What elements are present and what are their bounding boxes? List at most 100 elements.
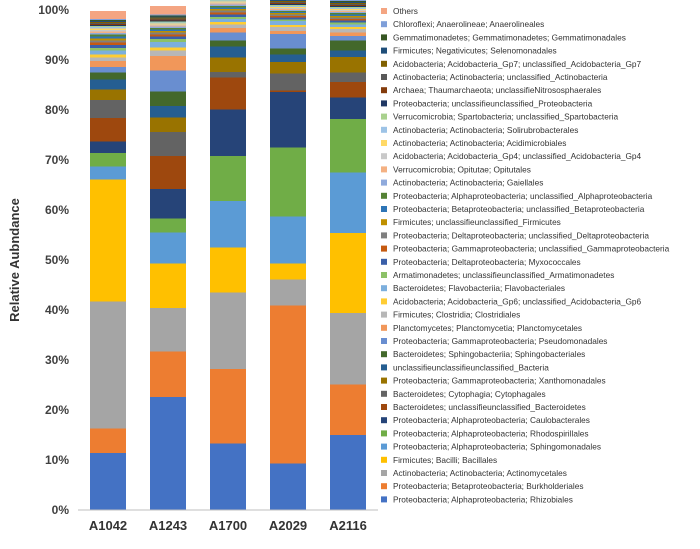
bar-segment — [150, 26, 186, 28]
legend-label: Proteobacteria; Alphaproteobacteria; Cau… — [393, 415, 590, 425]
legend-label: Proteobacteria; Betaproteobacteria; Burk… — [393, 481, 583, 491]
bar-segment — [90, 20, 126, 21]
y-tick-label: 70% — [45, 153, 69, 167]
legend-swatch — [381, 351, 387, 358]
legend-label: Actinobacteria; Actinobacteria; Acidimic… — [393, 138, 566, 148]
bar-segment — [330, 57, 366, 73]
legend-swatch — [381, 192, 387, 199]
legend-label: Planctomycetes; Planctomycetia; Planctom… — [393, 323, 582, 333]
legend-item: Acidobacteria; Acidobacteria_Gp6; unclas… — [381, 296, 642, 306]
bar-segment — [330, 27, 366, 29]
legend-item: unclassifieunclassifieunclassified_Bacte… — [381, 362, 549, 372]
bar-segment — [330, 7, 366, 8]
bar-segment — [270, 14, 306, 16]
bar-segment — [90, 28, 126, 30]
bar-segment — [90, 33, 126, 35]
y-tick-label: 20% — [45, 403, 69, 417]
legend-swatch — [381, 126, 387, 133]
legend-swatch — [381, 74, 387, 80]
bar-segment — [330, 119, 366, 173]
bar-segment — [90, 67, 126, 73]
bar-segment — [270, 17, 306, 20]
legend-label: Proteobacteria; Deltaproteobacteria; Myx… — [393, 257, 581, 267]
bar-segment — [210, 10, 246, 13]
bar-segment — [90, 141, 126, 153]
bar-segment — [270, 73, 306, 91]
bar-segment — [270, 92, 306, 148]
legend-item: Proteobacteria; Gammaproteobacteria; Xan… — [381, 376, 606, 386]
y-tick-label: 40% — [45, 303, 69, 317]
legend-swatch — [381, 390, 387, 397]
legend-item: Gemmatimonadetes; Gemmatimonadetes; Gemm… — [381, 32, 626, 42]
legend-label: Bacteroidetes; unclassifieunclassified_B… — [393, 402, 586, 412]
bar-segment — [90, 453, 126, 510]
bar-segment — [270, 0, 306, 2]
bar-segment — [210, 3, 246, 5]
bar-segment — [210, 24, 246, 28]
bar-segment — [150, 70, 186, 92]
bar-segment — [330, 24, 366, 27]
legend-swatch — [381, 232, 387, 239]
bar-segment — [330, 313, 366, 385]
bar-segment — [150, 24, 186, 26]
legend-item: Planctomycetes; Planctomycetia; Planctom… — [381, 323, 582, 333]
legend-swatch — [381, 377, 387, 384]
bar-segment — [150, 20, 186, 22]
legend-swatch — [381, 496, 387, 503]
bar-segment — [150, 42, 186, 48]
bar-segment — [90, 89, 126, 100]
bar-segment — [90, 24, 126, 25]
legend-swatch — [381, 179, 387, 186]
legend-label: unclassifieunclassifieunclassified_Bacte… — [393, 362, 549, 372]
legend-label: Bacteroidetes; Cytophagia; Cytophagales — [393, 389, 546, 399]
bar-stack-a1042 — [90, 11, 126, 510]
bar-segment — [150, 22, 186, 24]
bar-segment — [210, 369, 246, 444]
bar-segment — [210, 12, 246, 15]
bar-segment — [150, 18, 186, 20]
bar-segment — [210, 77, 246, 110]
bar-segment — [270, 305, 306, 464]
bar-segment — [210, 28, 246, 33]
bar-segment — [90, 25, 126, 26]
bar-segment — [150, 16, 186, 18]
legend-item: Proteobacteria; unclassifieunclassified_… — [381, 98, 593, 108]
legend-item: Proteobacteria; Gammaproteobacteria; unc… — [381, 244, 670, 254]
legend-swatch — [381, 483, 387, 490]
bar-segment — [90, 61, 126, 67]
bar-segment — [270, 12, 306, 13]
bar-segment — [150, 19, 186, 21]
legend-item: Others — [381, 6, 418, 16]
bar-segment — [330, 6, 366, 7]
bar-segment — [150, 232, 186, 264]
bar-segment — [90, 57, 126, 61]
bar-segment — [210, 40, 246, 47]
bar-segment — [330, 12, 366, 13]
bar-segment — [210, 109, 246, 156]
bar-segment — [150, 156, 186, 189]
legend-item: Firmicutes; unclassifieunclassified_Firm… — [381, 217, 561, 227]
bar-segment — [270, 13, 306, 15]
legend-label: Proteobacteria; Alphaproteobacteria; unc… — [393, 191, 653, 201]
legend-item: Chloroflexi; Anaerolineae; Anaerolineale… — [381, 19, 544, 29]
bar-segment — [210, 14, 246, 17]
legend-item: Firmicutes; Bacilli; Bacillales — [381, 455, 497, 465]
x-tick-label: A2116 — [329, 518, 367, 533]
legend-label: Actinobacteria; Actinobacteria; Solirubr… — [393, 125, 578, 135]
legend-label: Acidobacteria; Acidobacteria_Gp4; unclas… — [393, 151, 642, 161]
bar-segment — [150, 28, 186, 30]
bar-segment — [210, 7, 246, 9]
legend-swatch — [381, 285, 387, 292]
bar-segment — [90, 30, 126, 32]
bar-segment — [270, 27, 306, 31]
legend-swatch — [381, 245, 387, 252]
bar-segment — [210, 0, 246, 2]
bar-segment — [270, 19, 306, 21]
legend-label: Proteobacteria; Alphaproteobacteria; Sph… — [393, 442, 601, 452]
y-axis-label: Relative Aubndance — [7, 198, 22, 322]
bar-segment — [330, 16, 366, 18]
bar-segment — [210, 6, 246, 8]
legend-item: Actinobacteria; Actinobacteria; Actinomy… — [381, 468, 567, 478]
bar-segment — [270, 463, 306, 510]
